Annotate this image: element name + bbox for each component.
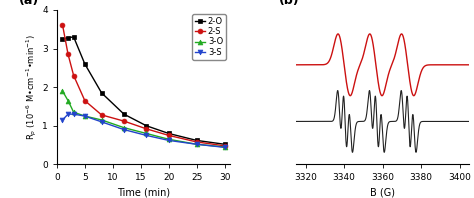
3-S [144,134,149,137]
3-O [65,99,71,102]
2-O [222,143,228,146]
Text: (b): (b) [279,0,299,7]
Text: (a): (a) [19,0,39,7]
3-O [166,138,172,140]
3-S [71,113,76,115]
3-S [60,119,65,121]
2-O [144,125,149,127]
X-axis label: Time (min): Time (min) [117,188,170,198]
2-O [71,36,76,38]
2-O [60,38,65,40]
3-O [194,143,200,146]
3-S [166,139,172,142]
2-S [82,99,88,102]
Legend: 2-O, 2-S, 3-O, 3-S: 2-O, 2-S, 3-O, 3-S [192,14,226,60]
3-O [71,111,76,113]
3-O [99,119,104,121]
3-O [60,90,65,92]
3-S [65,113,71,115]
3-S [82,115,88,117]
2-S [166,134,172,137]
3-O [144,132,149,135]
Line: 2-O: 2-O [60,34,227,147]
2-S [65,53,71,55]
3-S [99,121,104,123]
Y-axis label: R$_p$ (10$^{-6}$ M•cm$^{-1}$•min$^{-1}$): R$_p$ (10$^{-6}$ M•cm$^{-1}$•min$^{-1}$) [25,34,39,140]
3-O [121,127,127,129]
3-S [222,146,228,148]
2-O [82,63,88,65]
2-S [99,114,104,116]
2-O [99,92,104,94]
2-S [71,74,76,77]
2-O [121,113,127,115]
3-O [82,115,88,117]
2-S [222,145,228,147]
Line: 3-S: 3-S [60,112,227,150]
2-O [65,36,71,39]
2-O [166,132,172,135]
3-O [222,146,228,148]
Line: 3-O: 3-O [60,89,227,149]
2-S [121,120,127,122]
Line: 2-S: 2-S [60,22,227,148]
2-S [194,141,200,143]
2-S [60,23,65,26]
3-S [121,128,127,131]
2-O [194,139,200,142]
X-axis label: B (G): B (G) [370,188,395,198]
2-S [144,128,149,130]
3-S [194,143,200,146]
